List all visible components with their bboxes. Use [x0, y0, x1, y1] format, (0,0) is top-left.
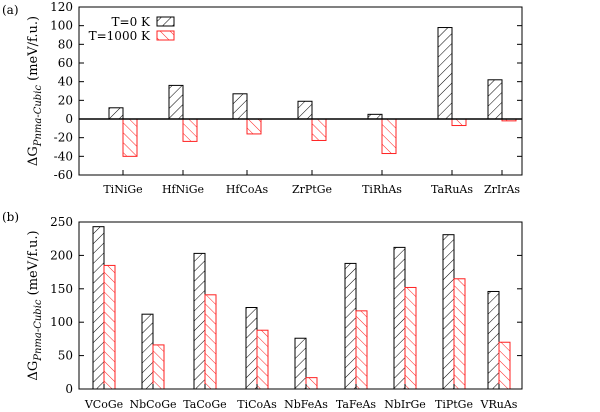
y-tick-label: 40 [58, 75, 73, 89]
bar-TiNiGe-t0 [108, 107, 124, 120]
bar-TaFeAs-t0 [344, 262, 357, 390]
bar-TiCoAs-t0 [245, 307, 258, 390]
bar-TiNiGe-t1000 [122, 118, 138, 157]
y-tick-label: 120 [50, 0, 73, 14]
x-tick-label: HfCoAs [226, 183, 269, 196]
x-tick-label: NbIrGe [384, 398, 426, 411]
bar-NbFeAs-t1000 [305, 377, 318, 390]
y-tick-label: 80 [58, 37, 73, 51]
bar-VRuAs-t0 [487, 290, 500, 390]
panel-label: (b) [2, 210, 19, 224]
bar-ZrPtGe-t1000 [311, 118, 327, 141]
x-tick-label: ZrIrAs [484, 183, 520, 196]
bar-TaRuAs-t0 [437, 27, 453, 120]
plot-frame [78, 221, 523, 390]
bar-TaRuAs-t1000 [451, 118, 467, 127]
x-tick-label: HfNiGe [162, 183, 204, 196]
y-tick-label: 20 [58, 93, 73, 107]
x-tick-label: TaCoGe [183, 398, 226, 411]
bar-NbCoGe-t0 [141, 313, 154, 390]
y-tick-label: 250 [50, 215, 73, 229]
panel-a: (a) -60 -40 -20 0 20 40 60 80 100 120 TiNiGe HfNiGe H… [2, 0, 523, 196]
y-tick-label: 200 [50, 248, 73, 262]
y-tick-label: -40 [54, 149, 73, 163]
bar-NbFeAs-t0 [294, 337, 307, 390]
y-tick-label: 50 [58, 349, 73, 363]
x-tick-label: VRuAs [480, 398, 518, 411]
bar-NbCoGe-t1000 [152, 344, 165, 390]
y-axis-label: ΔGPnma-Cubic (meV/f.u.) [26, 16, 44, 166]
x-tick-label: TaFeAs [336, 398, 377, 411]
plot-frame [78, 6, 523, 176]
y-tick-label: 0 [65, 112, 73, 126]
bar-TaFeAs-t1000 [355, 310, 368, 390]
x-tick-label: NbCoGe [129, 398, 176, 411]
panel-label: (a) [2, 3, 19, 17]
legend-swatch [156, 16, 175, 27]
x-tick-label: ZrPtGe [292, 183, 332, 196]
y-tick-label: 150 [50, 282, 73, 296]
x-tick-label: TiPtGe [435, 398, 473, 411]
bar-ZrIrAs-t0 [487, 79, 503, 120]
bar-HfNiGe-t1000 [182, 118, 198, 142]
x-tick-label: NbFeAs [284, 398, 328, 411]
x-tick-label: TaRuAs [431, 183, 473, 196]
y-tick-label: 60 [58, 56, 73, 70]
legend-label: T=1000 K [89, 29, 151, 43]
bar-TaCoGe-t0 [193, 252, 206, 390]
bar-HfCoAs-t0 [232, 93, 248, 120]
x-tick-label: TiCoAs [237, 398, 277, 411]
bar-TaCoGe-t1000 [204, 294, 217, 390]
y-tick-label: 0 [65, 382, 73, 396]
legend-label: T=0 K [112, 15, 152, 29]
bar-VCoGe-t1000 [103, 264, 116, 390]
bar-ZrPtGe-t0 [297, 100, 313, 120]
bar-TiRhAs-t1000 [381, 118, 397, 155]
bar-TiPtGe-t1000 [453, 278, 466, 390]
y-tick-label: -60 [54, 168, 73, 182]
bar-NbIrGe-t1000 [404, 286, 417, 390]
x-tick-label: TiRhAs [362, 183, 402, 196]
x-tick-label: VCoGe [84, 398, 123, 411]
bar-TiPtGe-t0 [442, 234, 455, 390]
bar-HfCoAs-t1000 [246, 118, 262, 135]
legend-swatch [156, 30, 175, 41]
y-tick-label: 100 [50, 315, 73, 329]
bar-VRuAs-t1000 [498, 341, 511, 390]
y-axis-label: ΔGPnma-Cubic (meV/f.u.) [26, 230, 44, 380]
y-tick-label: -20 [54, 131, 73, 145]
bar-HfNiGe-t0 [168, 84, 184, 120]
panel-b: (b) 0 50 100 150 200 250 VCoGe NbCoGe TaCoGe TiCoA… [2, 210, 523, 411]
bar-NbIrGe-t0 [393, 246, 406, 390]
y-tick-label: 100 [50, 19, 73, 33]
bar-VCoGe-t0 [92, 226, 105, 390]
x-tick-label: TiNiGe [103, 183, 142, 196]
bar-TiCoAs-t1000 [256, 329, 269, 390]
